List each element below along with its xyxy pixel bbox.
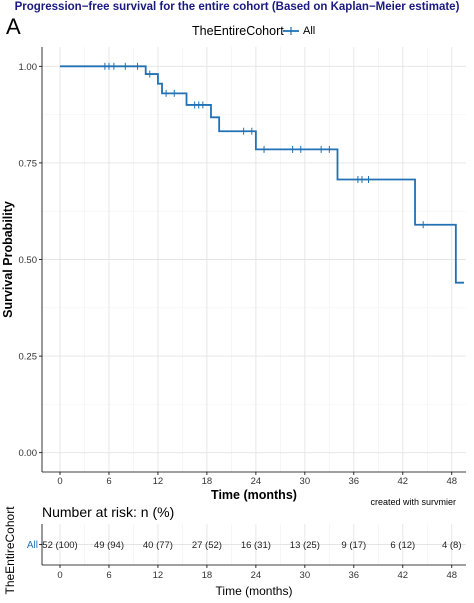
legend-title: TheEntireCohort xyxy=(192,24,284,38)
y-tick-label: 0.25 xyxy=(19,352,38,363)
risk-x-tick-label: 24 xyxy=(251,570,262,581)
y-axis-label: Survival Probability xyxy=(1,201,15,318)
risk-table-grid xyxy=(42,524,466,565)
x-tick-label: 12 xyxy=(153,476,164,487)
y-tick-label: 0.75 xyxy=(19,158,38,169)
risk-x-tick-label: 48 xyxy=(446,570,457,581)
y-tick-label: 1.00 xyxy=(19,62,38,73)
x-axis-label: Time (months) xyxy=(211,488,297,502)
risk-table-cell: 13 (25) xyxy=(290,540,320,551)
x-tick-label: 42 xyxy=(397,476,408,487)
panel-label: A xyxy=(6,14,21,39)
chart-title: Progression−free survival for the entire… xyxy=(14,1,460,13)
risk-x-tick-label: 42 xyxy=(397,570,408,581)
risk-x-tick-label: 30 xyxy=(300,570,311,581)
survival-curve-group xyxy=(60,62,464,284)
risk-strata-label: All xyxy=(27,540,38,551)
risk-x-tick-label: 12 xyxy=(153,570,164,581)
risk-table-cell: 40 (77) xyxy=(143,540,173,551)
x-tick-label: 6 xyxy=(106,476,111,487)
legend-swatch-group xyxy=(283,27,299,35)
main-plot-grid xyxy=(42,47,466,472)
risk-table-cell: 49 (94) xyxy=(94,540,124,551)
risk-table-cell: 27 (52) xyxy=(192,540,222,551)
x-tick-label: 24 xyxy=(251,476,262,487)
risk-y-axis-label: TheEntireCohort xyxy=(3,506,17,595)
y-tick-label: 0.50 xyxy=(19,255,38,266)
legend-label-all: All xyxy=(303,25,316,37)
risk-x-tick-label: 6 xyxy=(106,570,111,581)
main-plot-axes: 0 6 12 18 24 30 36 42 48 0.00 0.25 0.50 0.75 1.00 Time… xyxy=(1,47,466,502)
x-tick-label: 30 xyxy=(300,476,311,487)
x-tick-label: 0 xyxy=(57,476,62,487)
risk-table-cell: 16 (31) xyxy=(241,540,271,551)
risk-x-tick-label: 18 xyxy=(202,570,213,581)
risk-x-tick-label: 36 xyxy=(349,570,360,581)
risk-table-cell: 52 (100) xyxy=(42,540,77,551)
risk-table-axes: 52 (100) 49 (94) 40 (77) 27 (52) 16 (31) 13 (… xyxy=(3,506,466,598)
risk-table-cell: 6 (12) xyxy=(390,540,415,551)
risk-table-cell: 9 (17) xyxy=(341,540,366,551)
survival-curve-line xyxy=(60,65,464,284)
y-tick-label: 0.00 xyxy=(19,448,38,459)
risk-x-axis-label: Time (months) xyxy=(216,584,293,598)
caption: created with survmier xyxy=(370,497,456,507)
risk-table-cell: 4 (8) xyxy=(442,540,462,551)
x-tick-label: 48 xyxy=(446,476,457,487)
x-tick-label: 18 xyxy=(202,476,213,487)
x-tick-label: 36 xyxy=(349,476,360,487)
risk-x-tick-label: 0 xyxy=(57,570,62,581)
risk-table-title: Number at risk: n (%) xyxy=(42,504,175,520)
